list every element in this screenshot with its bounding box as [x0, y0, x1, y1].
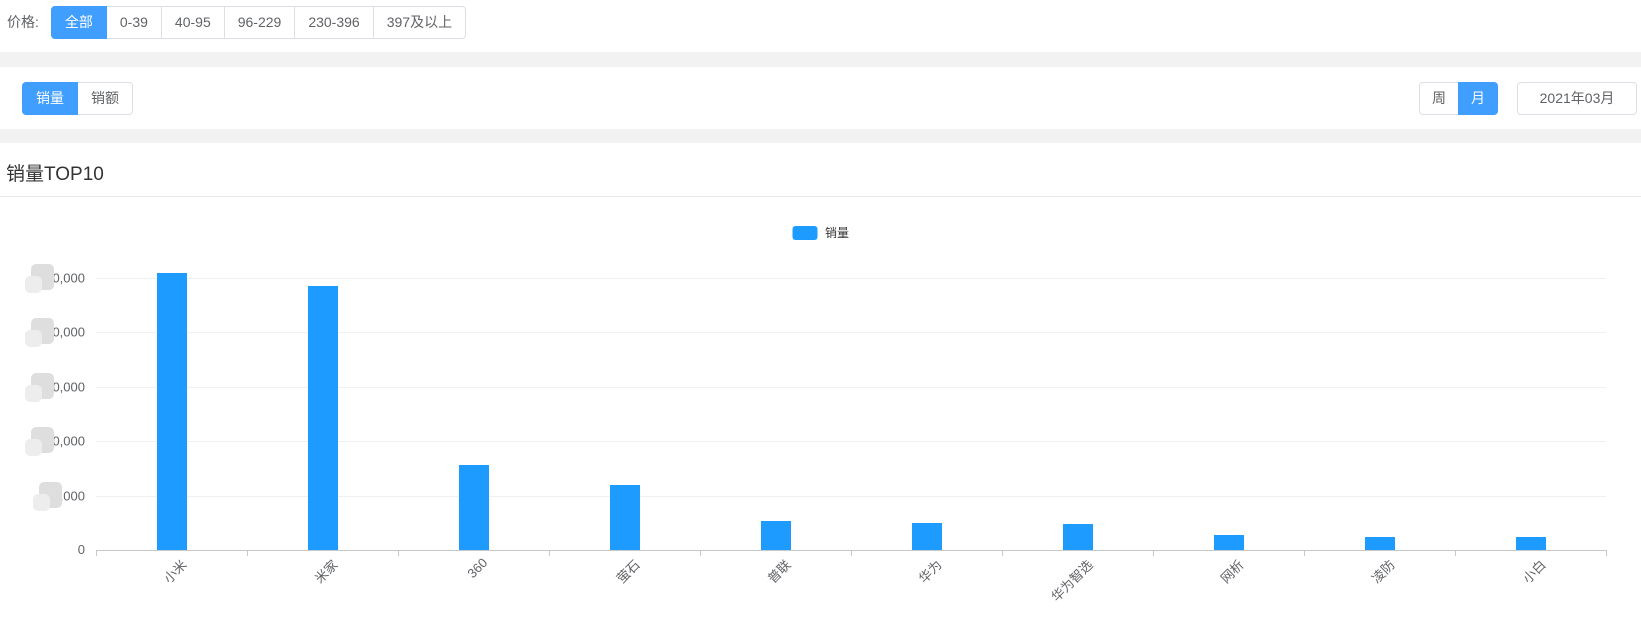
chart-bar: [1364, 537, 1395, 550]
x-axis-tick: [247, 551, 248, 556]
page-title: 销量TOP10: [6, 164, 104, 185]
y-axis-tick-label: 0,000: [25, 318, 85, 347]
period-controls: 周 月 2021年03月: [1407, 81, 1637, 115]
redaction-block: [25, 264, 55, 293]
x-axis-category-label: 普联: [765, 557, 795, 587]
x-axis-category-label: 网析: [1218, 557, 1248, 587]
gridline: [96, 441, 1606, 442]
tab-sales-volume[interactable]: 销量: [22, 81, 78, 115]
period-tab-group: 周 月: [1419, 81, 1498, 115]
x-axis-tick: [1002, 551, 1003, 556]
x-axis-tick: [1153, 551, 1154, 556]
y-axis-tick-label: 0: [77, 542, 85, 557]
tab-sales-amount[interactable]: 销额: [77, 81, 133, 115]
x-axis-tick: [1304, 551, 1305, 556]
month-picker[interactable]: 2021年03月: [1517, 81, 1637, 115]
chart-bar: [760, 521, 791, 550]
x-axis-tick: [851, 551, 852, 556]
y-axis-tick-label: 0,000: [25, 373, 85, 402]
price-option-40-95[interactable]: 40-95: [160, 6, 225, 39]
x-axis-category-label: 萤石: [614, 557, 644, 587]
price-option-397-plus[interactable]: 397及以上: [372, 6, 467, 39]
x-axis-category-label: 小米: [161, 557, 191, 587]
chart-bar: [609, 485, 640, 550]
x-axis-category-label: 360: [464, 555, 491, 581]
section-divider-gap: [0, 129, 1641, 143]
x-axis-category-label: 华为: [916, 557, 946, 587]
x-axis-tick: [398, 551, 399, 556]
y-axis-tick-label: 0,000: [25, 264, 85, 293]
chart-toolbar: 销量 销额 周 月 2021年03月: [0, 67, 1641, 129]
gridline: [96, 332, 1606, 333]
x-axis-tick: [96, 551, 97, 556]
chart-bar: [458, 465, 489, 550]
price-option-230-396[interactable]: 230-396: [294, 6, 374, 39]
redaction-block: [25, 373, 55, 402]
legend-label: 销量: [824, 226, 850, 240]
section-divider-gap: [0, 52, 1641, 67]
x-axis-category-label: 小白: [1520, 557, 1550, 587]
tab-month[interactable]: 月: [1458, 81, 1498, 115]
chart-bar: [307, 286, 338, 550]
sales-top10-chart: 销量 0,000 0,000 0,000 0,000 ,000 0 小米 米家 360 萤石 普联 华…: [0, 197, 1641, 630]
price-filter-label: 价格:: [7, 14, 39, 30]
sales-top10-card: 销量TOP10 销量 0,000 0,000 0,000 0,000 ,000 0 小米 米家…: [0, 143, 1641, 630]
gridline: [96, 278, 1606, 279]
gridline: [96, 496, 1606, 497]
price-option-0-39[interactable]: 0-39: [105, 6, 162, 39]
y-axis-tick-label: ,000: [32, 482, 85, 511]
tab-week[interactable]: 周: [1419, 81, 1459, 115]
price-filter-section: 价格: 全部 0-39 40-95 96-229 230-396 397及以上: [0, 0, 1641, 52]
x-axis-category-label: 米家: [312, 557, 342, 587]
gridline: [96, 387, 1606, 388]
price-option-96-229[interactable]: 96-229: [223, 6, 296, 39]
x-axis-category-label: 华为智选: [1048, 557, 1097, 605]
chart-bar: [1062, 524, 1093, 550]
metric-tab-group: 销量 销额: [10, 81, 133, 115]
chart-bar: [1213, 535, 1244, 550]
y-axis-tick-label: 0,000: [25, 427, 85, 456]
redaction-block: [25, 427, 55, 456]
legend-item-sales[interactable]: 销量: [791, 224, 850, 241]
x-axis-line: [96, 550, 1607, 551]
price-filter-group: 全部 0-39 40-95 96-229 230-396 397及以上: [50, 6, 467, 39]
x-axis-category-label: 凌防: [1369, 557, 1399, 587]
x-axis-tick: [1455, 551, 1456, 556]
x-axis-tick: [1606, 551, 1607, 556]
chart-bar: [911, 523, 942, 550]
redaction-block: [25, 318, 55, 347]
price-option-all[interactable]: 全部: [50, 6, 107, 39]
redaction-block: [32, 482, 62, 511]
card-title-row: 销量TOP10: [0, 143, 1641, 197]
x-axis-tick: [549, 551, 550, 556]
chart-bar: [1515, 537, 1546, 550]
legend-swatch-icon: [791, 225, 817, 240]
chart-bar: [156, 273, 187, 550]
x-axis-tick: [700, 551, 701, 556]
